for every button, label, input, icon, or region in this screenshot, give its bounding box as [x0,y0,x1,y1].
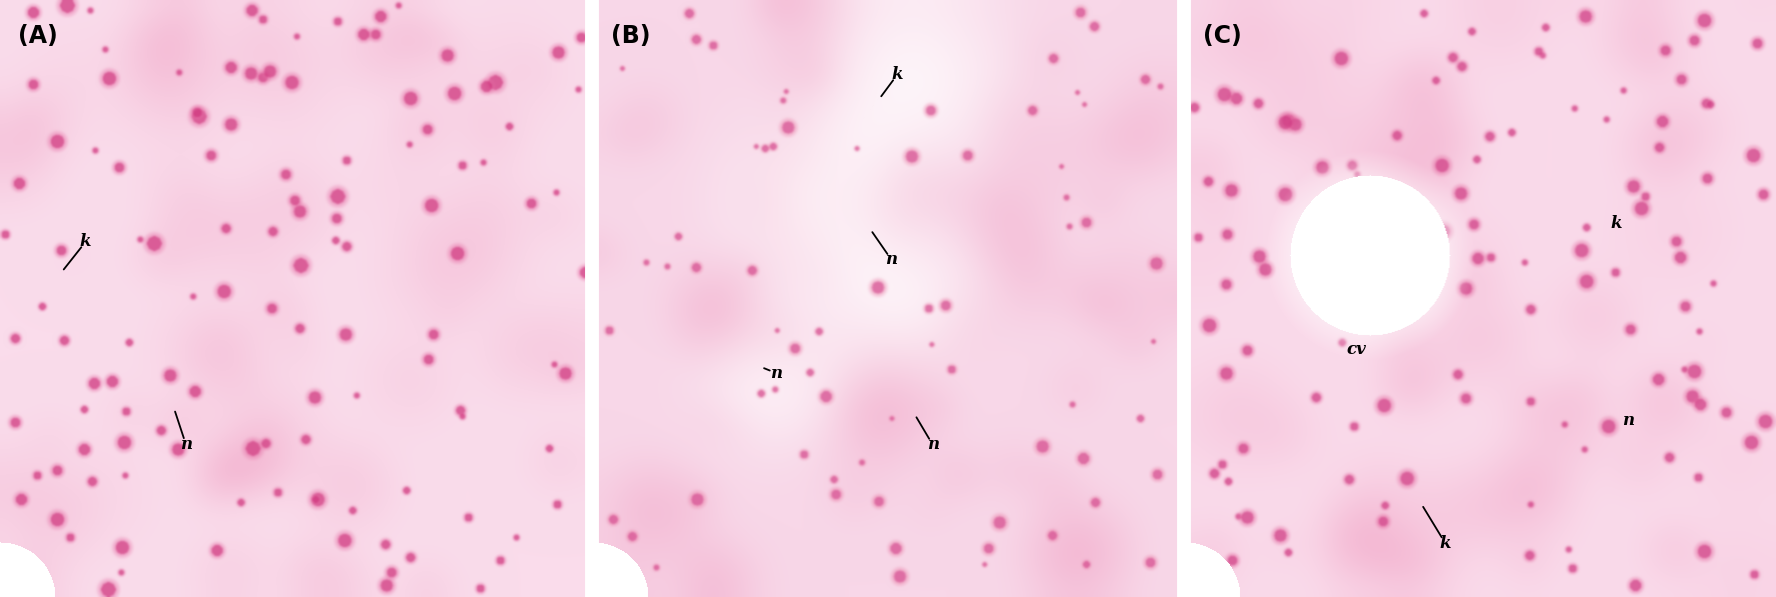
Text: (C): (C) [1202,24,1241,48]
Text: (B): (B) [611,24,650,48]
Text: k: k [1611,216,1621,232]
Text: n: n [884,251,897,268]
Text: cv: cv [1346,341,1366,358]
Text: (A): (A) [18,24,57,48]
Text: k: k [80,233,91,250]
Text: n: n [771,365,781,381]
Text: n: n [927,436,940,453]
Text: k: k [1440,535,1451,552]
Text: k: k [892,66,902,83]
Text: n: n [1621,413,1634,429]
Text: n: n [179,436,192,453]
